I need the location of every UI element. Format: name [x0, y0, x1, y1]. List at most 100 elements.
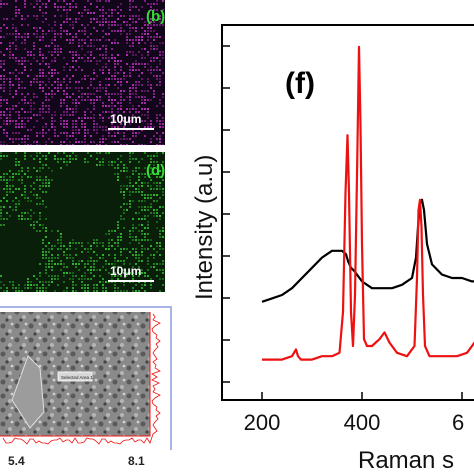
map-pixel: [54, 48, 56, 50]
map-pixel: [39, 167, 41, 169]
map-pixel: [93, 72, 95, 74]
map-pixel: [33, 108, 35, 110]
map-pixel: [24, 152, 26, 154]
map-pixel: [99, 15, 101, 17]
map-pixel: [84, 33, 86, 35]
map-pixel: [18, 138, 20, 140]
map-pixel: [99, 9, 101, 11]
map-pixel: [81, 242, 83, 244]
map-pixel: [51, 75, 53, 77]
map-pixel: [18, 60, 20, 62]
map-pixel: [60, 245, 62, 247]
map-pixel: [48, 105, 50, 107]
map-pixel: [126, 96, 128, 98]
map-pixel: [144, 66, 146, 68]
map-pixel: [66, 18, 68, 20]
map-pixel: [135, 239, 137, 241]
map-pixel: [72, 272, 74, 274]
map-pixel: [15, 206, 17, 208]
map-pixel: [72, 102, 74, 104]
map-pixel: [162, 260, 164, 262]
map-pixel: [141, 39, 143, 41]
map-pixel: [105, 63, 107, 65]
map-pixel: [108, 111, 110, 113]
map-pixel: [63, 69, 65, 71]
map-pixel: [135, 96, 137, 98]
map-pixel: [144, 48, 146, 50]
map-pixel: [114, 126, 116, 128]
map-pixel: [24, 60, 26, 62]
map-pixel: [135, 87, 137, 89]
map-pixel: [78, 102, 80, 104]
map-pixel: [105, 51, 107, 53]
map-pixel: [12, 209, 14, 211]
map-pixel: [111, 54, 113, 56]
map-pixel: [141, 63, 143, 65]
map-pixel: [72, 158, 74, 160]
map-pixel: [96, 87, 98, 89]
map-pixel: [45, 63, 47, 65]
map-pixel: [72, 57, 74, 59]
map-pixel: [162, 278, 164, 280]
map-pixel: [96, 60, 98, 62]
map-pixel: [72, 275, 74, 277]
map-pixel: [48, 111, 50, 113]
map-pixel: [129, 9, 131, 11]
map-pixel: [66, 9, 68, 11]
map-pixel: [18, 132, 20, 134]
map-pixel: [72, 284, 74, 286]
map-pixel: [96, 90, 98, 92]
map-pixel: [30, 3, 32, 5]
map-pixel: [69, 9, 71, 11]
map-pixel: [36, 194, 38, 196]
map-pixel: [51, 230, 53, 232]
map-pixel: [117, 173, 119, 175]
map-pixel: [159, 78, 161, 80]
map-pixel: [105, 144, 107, 145]
map-pixel: [102, 102, 104, 104]
map-pixel: [21, 108, 23, 110]
map-pixel: [150, 123, 152, 125]
map-pixel: [39, 108, 41, 110]
map-pixel: [12, 108, 14, 110]
map-pixel: [66, 287, 68, 289]
map-pixel: [129, 72, 131, 74]
map-pixel: [39, 69, 41, 71]
map-pixel: [153, 18, 155, 20]
map-pixel: [57, 81, 59, 83]
map-pixel: [87, 290, 89, 292]
map-pixel: [132, 108, 134, 110]
map-pixel: [93, 102, 95, 104]
map-pixel: [60, 84, 62, 86]
map-pixel: [153, 188, 155, 190]
map-pixel: [21, 60, 23, 62]
map-pixel: [87, 0, 89, 2]
map-pixel: [150, 87, 152, 89]
map-pixel: [135, 6, 137, 8]
map-pixel: [159, 36, 161, 38]
map-pixel: [159, 230, 161, 232]
map-pixel: [90, 141, 92, 143]
map-pixel: [60, 167, 62, 169]
map-pixel: [120, 233, 122, 235]
map-pixel: [39, 54, 41, 56]
map-pixel: [90, 93, 92, 95]
map-pixel: [162, 206, 164, 208]
selected-area-box[interactable]: [57, 371, 93, 382]
map-pixel: [159, 188, 161, 190]
map-pixel: [138, 188, 140, 190]
map-pixel: [93, 141, 95, 143]
map-pixel: [162, 126, 164, 128]
map-pixel: [144, 248, 146, 250]
map-pixel: [24, 42, 26, 44]
map-pixel: [57, 84, 59, 86]
map-pixel: [72, 93, 74, 95]
map-pixel: [153, 173, 155, 175]
map-pixel: [66, 126, 68, 128]
map-pixel: [45, 182, 47, 184]
map-pixel: [3, 173, 5, 175]
map-pixel: [138, 212, 140, 214]
map-pixel: [138, 206, 140, 208]
map-pixel: [129, 233, 131, 235]
map-pixel: [45, 132, 47, 134]
